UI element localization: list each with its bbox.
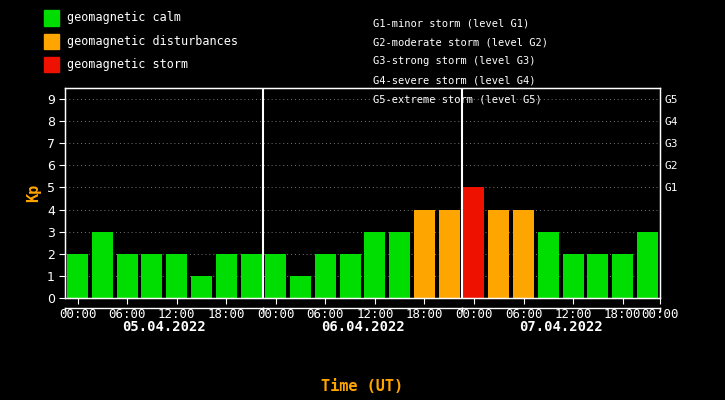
- Text: geomagnetic storm: geomagnetic storm: [67, 58, 188, 71]
- Bar: [513, 210, 534, 298]
- Bar: [265, 254, 286, 298]
- Text: G1-minor storm (level G1): G1-minor storm (level G1): [373, 18, 530, 28]
- Text: G3-strong storm (level G3): G3-strong storm (level G3): [373, 56, 536, 66]
- Bar: [587, 254, 608, 298]
- Bar: [637, 232, 658, 298]
- Text: G2-moderate storm (level G2): G2-moderate storm (level G2): [373, 37, 548, 47]
- Text: geomagnetic disturbances: geomagnetic disturbances: [67, 35, 238, 48]
- Bar: [538, 232, 559, 298]
- Bar: [463, 188, 484, 298]
- Bar: [166, 254, 187, 298]
- Bar: [92, 232, 113, 298]
- Bar: [141, 254, 162, 298]
- Bar: [290, 276, 311, 298]
- Text: 05.04.2022: 05.04.2022: [123, 320, 206, 334]
- Bar: [563, 254, 584, 298]
- Bar: [315, 254, 336, 298]
- Y-axis label: Kp: Kp: [26, 184, 41, 202]
- Bar: [365, 232, 386, 298]
- Bar: [216, 254, 237, 298]
- Bar: [488, 210, 509, 298]
- Bar: [117, 254, 138, 298]
- Bar: [241, 254, 262, 298]
- Text: 06.04.2022: 06.04.2022: [320, 320, 405, 334]
- Text: geomagnetic calm: geomagnetic calm: [67, 12, 181, 24]
- Bar: [439, 210, 460, 298]
- Text: 07.04.2022: 07.04.2022: [519, 320, 602, 334]
- Bar: [67, 254, 88, 298]
- Text: G4-severe storm (level G4): G4-severe storm (level G4): [373, 76, 536, 86]
- Text: Time (UT): Time (UT): [321, 379, 404, 394]
- Bar: [191, 276, 212, 298]
- Bar: [612, 254, 633, 298]
- Text: G5-extreme storm (level G5): G5-extreme storm (level G5): [373, 95, 542, 105]
- Bar: [414, 210, 435, 298]
- Bar: [339, 254, 360, 298]
- Bar: [389, 232, 410, 298]
